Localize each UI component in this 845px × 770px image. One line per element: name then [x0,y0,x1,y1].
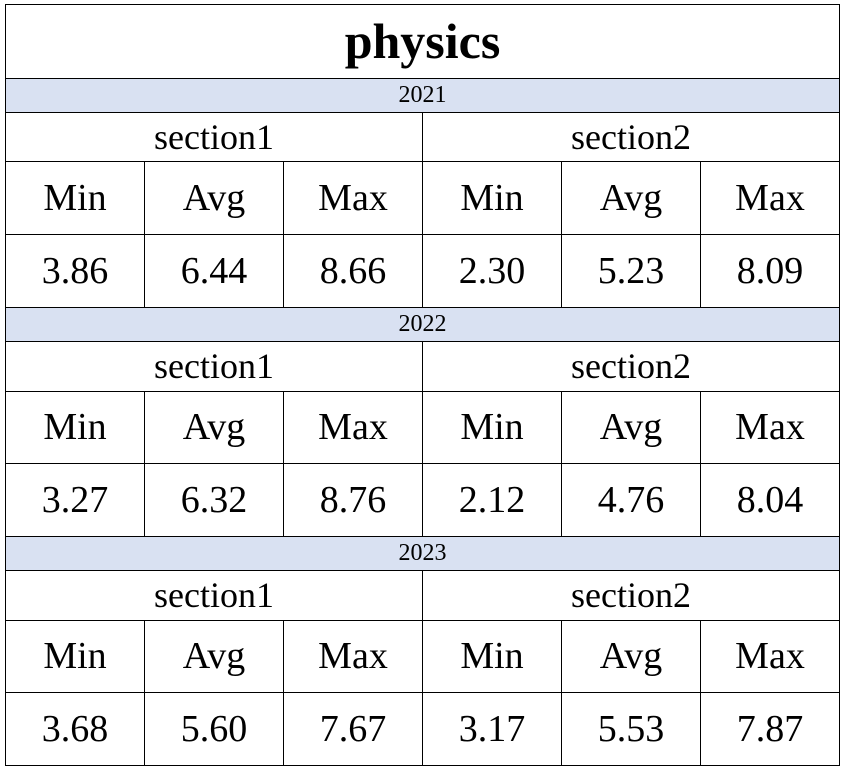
column-header: Max [700,390,840,465]
column-header: Max [700,619,840,694]
section-row: section1 section2 [5,570,840,621]
value-cell: 5.53 [561,692,701,766]
section-label: section1 [5,111,423,163]
column-header: Min [5,161,145,236]
value-cell: 2.30 [422,234,562,308]
column-header-row: Min Avg Max Min Avg Max [5,619,840,694]
value-cell: 5.23 [561,234,701,308]
value-row: 3.27 6.32 8.76 2.12 4.76 8.04 [5,463,840,537]
value-row: 3.68 5.60 7.67 3.17 5.53 7.87 [5,692,840,766]
section-row: section1 section2 [5,111,840,163]
year-label: 2023 [5,535,840,572]
column-header: Max [283,161,423,236]
column-header: Max [700,161,840,236]
section-label: section1 [5,341,423,392]
section-label: section2 [422,111,840,163]
physics-stats-table: physics 2021 section1 section2 Min Avg Max Min… [5,4,840,766]
section-label: section2 [422,341,840,392]
year-row: 2022 [5,306,840,343]
section-label: section1 [5,570,423,621]
value-cell: 3.27 [5,463,145,537]
column-header-row: Min Avg Max Min Avg Max [5,390,840,465]
table-body: physics 2021 section1 section2 Min Avg Max Min… [5,4,840,766]
value-cell: 3.17 [422,692,562,766]
column-header: Min [422,619,562,694]
column-header: Avg [144,161,284,236]
value-cell: 8.04 [700,463,840,537]
value-cell: 7.67 [283,692,423,766]
section-label: section2 [422,570,840,621]
column-header: Min [422,390,562,465]
year-row: 2023 [5,535,840,572]
value-cell: 8.76 [283,463,423,537]
year-label: 2021 [5,77,840,113]
value-cell: 6.44 [144,234,284,308]
value-cell: 3.86 [5,234,145,308]
column-header-row: Min Avg Max Min Avg Max [5,161,840,236]
section-row: section1 section2 [5,341,840,392]
value-cell: 7.87 [700,692,840,766]
column-header: Min [5,619,145,694]
value-cell: 4.76 [561,463,701,537]
year-label: 2022 [5,306,840,343]
column-header: Avg [561,390,701,465]
year-row: 2021 [5,77,840,113]
column-header: Avg [144,619,284,694]
column-header: Min [5,390,145,465]
column-header: Min [422,161,562,236]
value-cell: 2.12 [422,463,562,537]
column-header: Max [283,619,423,694]
value-cell: 3.68 [5,692,145,766]
value-row: 3.86 6.44 8.66 2.30 5.23 8.09 [5,234,840,308]
table-title: physics [5,4,840,79]
value-cell: 6.32 [144,463,284,537]
column-header: Avg [144,390,284,465]
column-header: Avg [561,161,701,236]
value-cell: 8.09 [700,234,840,308]
column-header: Avg [561,619,701,694]
column-header: Max [283,390,423,465]
value-cell: 8.66 [283,234,423,308]
value-cell: 5.60 [144,692,284,766]
title-row: physics [5,4,840,79]
